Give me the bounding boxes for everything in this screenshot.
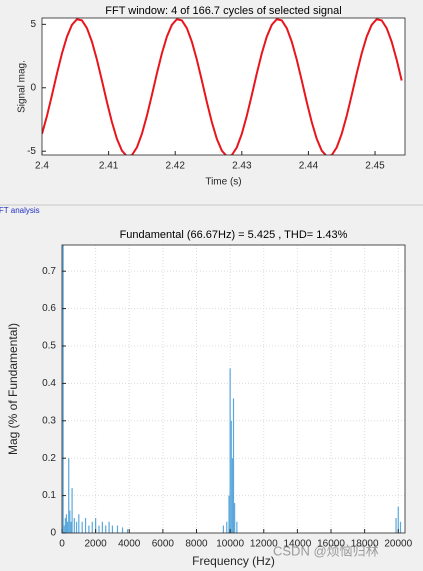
x-tick-label: 18000	[351, 539, 379, 550]
y-tick-label: 0.4	[42, 378, 56, 389]
x-tick-label: 20000	[384, 539, 412, 550]
y-axis-label: Signal mag.	[17, 60, 28, 113]
y-tick-label: 0.2	[42, 453, 56, 464]
y-tick-label: 0.1	[42, 490, 56, 501]
y-tick-label: 0.3	[42, 415, 56, 426]
x-tick-label: 2.4	[35, 161, 49, 172]
y-tick-label: 0.5	[42, 341, 56, 352]
watermark: CSDN @烦恼归林	[273, 543, 379, 558]
axes-frame	[41, 17, 406, 156]
x-tick-label: 2000	[85, 539, 108, 550]
y-axis-label: Mag (% of Fundamental)	[6, 323, 20, 455]
plot	[62, 245, 405, 533]
x-tick-label: 2.43	[232, 161, 252, 172]
panel-label: FFT analysis	[0, 206, 40, 215]
y-tick-label: 0	[30, 82, 36, 93]
x-axis-label: Time (s)	[205, 177, 241, 188]
x-tick-label: 4000	[118, 539, 141, 550]
axes-frame	[61, 244, 406, 534]
x-axis-label: Frequency (Hz)	[192, 554, 275, 568]
chart-title: FFT window: 4 of 166.7 cycles of selecte…	[105, 5, 341, 17]
y-tick-label: 0.7	[42, 266, 56, 277]
x-tick-label: 2.41	[99, 161, 119, 172]
x-tick-label: 2.45	[365, 161, 385, 172]
chart-title: Fundamental (66.67Hz) = 5.425 , THD= 1.4…	[120, 229, 348, 241]
x-tick-label: 16000	[317, 539, 345, 550]
x-tick-label: 8000	[185, 539, 208, 550]
x-tick-label: 12000	[250, 539, 278, 550]
x-tick-label: 14000	[283, 539, 311, 550]
x-tick-label: 10000	[216, 539, 244, 550]
signal-line	[42, 18, 403, 155]
plot-area	[42, 18, 405, 155]
y-tick-label: 0	[50, 528, 56, 539]
y-tick-label: -5	[27, 146, 36, 157]
x-tick-label: 0	[59, 539, 65, 550]
y-tick-label: 0.6	[42, 303, 56, 314]
x-tick-label: 6000	[152, 539, 175, 550]
x-tick-label: 2.42	[165, 161, 185, 172]
plot	[42, 18, 403, 155]
y-tick-label: 5	[30, 19, 36, 30]
x-tick-label: 2.44	[299, 161, 319, 172]
